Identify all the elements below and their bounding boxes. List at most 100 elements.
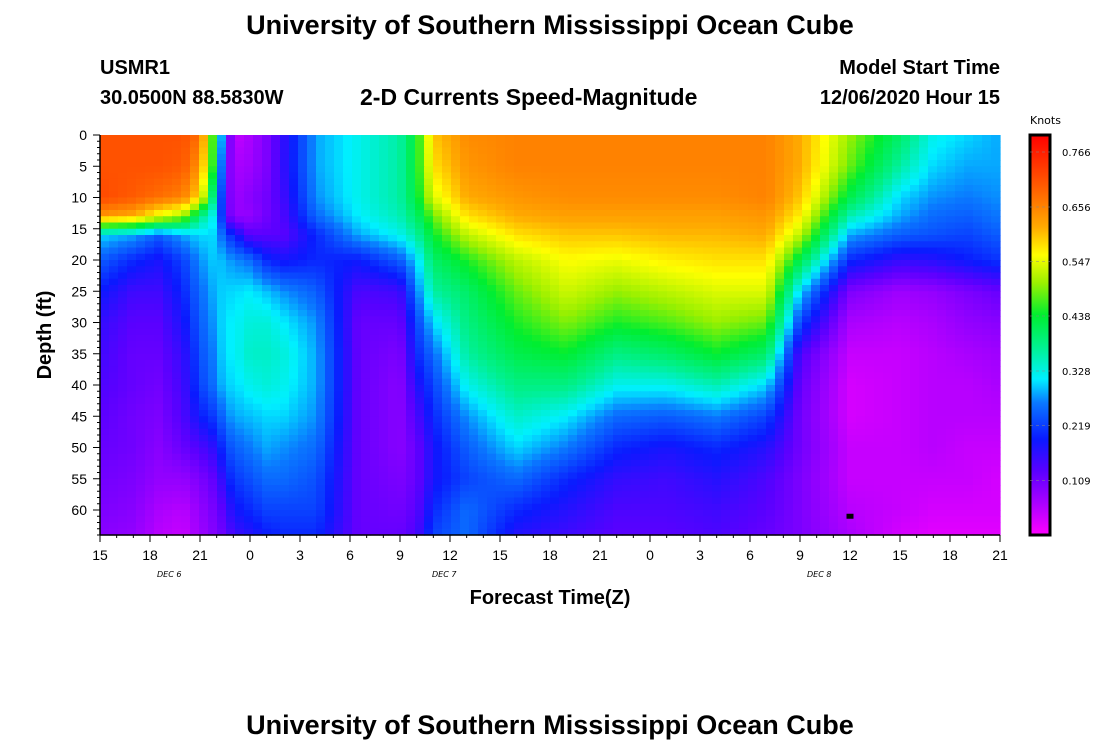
heatmap-cell	[145, 372, 155, 380]
heatmap-cell	[847, 422, 857, 430]
heatmap-cell	[937, 297, 947, 305]
heatmap-cell	[532, 372, 542, 380]
heatmap-cell	[226, 441, 236, 449]
heatmap-cell	[649, 316, 659, 324]
heatmap-cell	[415, 328, 425, 336]
heatmap-cell	[406, 397, 416, 405]
heatmap-cell	[640, 178, 650, 186]
heatmap-cell	[982, 403, 992, 411]
heatmap-cell	[982, 228, 992, 236]
heatmap-cell	[802, 360, 812, 367]
heatmap-cell	[496, 297, 506, 305]
heatmap-cell	[883, 291, 893, 299]
heatmap-cell	[649, 216, 659, 224]
heatmap-cell	[388, 285, 398, 292]
heatmap-cell	[946, 347, 956, 355]
heatmap-cell	[586, 410, 596, 417]
heatmap-cell	[892, 385, 902, 392]
heatmap-cell	[388, 228, 398, 236]
heatmap-cell	[478, 441, 488, 449]
heatmap-cell	[838, 391, 848, 399]
heatmap-cell	[730, 160, 740, 167]
heatmap-cell	[280, 247, 290, 255]
heatmap-cell	[649, 397, 659, 405]
heatmap-cell	[982, 353, 992, 361]
heatmap-cell	[451, 441, 461, 449]
heatmap-cell	[955, 410, 965, 417]
heatmap-cell	[136, 316, 146, 324]
heatmap-cell	[955, 341, 965, 349]
heatmap-cell	[640, 372, 650, 380]
heatmap-cell	[928, 197, 938, 205]
heatmap-cell	[982, 341, 992, 349]
heatmap-cell	[550, 428, 560, 436]
heatmap-cell	[514, 141, 524, 149]
heatmap-cell	[568, 366, 578, 374]
heatmap-cell	[784, 403, 794, 411]
heatmap-cell	[253, 303, 263, 311]
heatmap-cell	[343, 285, 353, 292]
heatmap-cell	[244, 322, 254, 330]
heatmap-cell	[604, 322, 614, 330]
heatmap-cell	[856, 303, 866, 311]
heatmap-cell	[199, 322, 209, 330]
heatmap-cell	[127, 185, 137, 192]
heatmap-cell	[712, 372, 722, 380]
heatmap-cell	[694, 141, 704, 149]
heatmap-cell	[136, 347, 146, 355]
heatmap-cell	[694, 197, 704, 205]
heatmap-cell	[316, 178, 326, 186]
heatmap-cell	[424, 335, 434, 342]
heatmap-cell	[541, 378, 551, 386]
heatmap-cell	[154, 166, 164, 174]
heatmap-cell	[370, 341, 380, 349]
heatmap-cell	[820, 297, 830, 305]
heatmap-cell	[478, 385, 488, 392]
heatmap-cell	[820, 291, 830, 299]
heatmap-cell	[361, 291, 371, 299]
heatmap-cell	[208, 210, 218, 217]
heatmap-cell	[838, 347, 848, 355]
heatmap-cell	[226, 247, 236, 255]
heatmap-cell	[883, 228, 893, 236]
heatmap-cell	[703, 435, 713, 442]
heatmap-cell	[622, 397, 632, 405]
heatmap-cell	[469, 241, 479, 249]
heatmap-cell	[928, 178, 938, 186]
heatmap-cell	[883, 366, 893, 374]
heatmap-cell	[487, 403, 497, 411]
heatmap-cell	[856, 310, 866, 317]
heatmap-cell	[298, 172, 308, 180]
heatmap-cell	[496, 322, 506, 330]
heatmap-cell	[460, 410, 470, 417]
heatmap-cell	[307, 278, 317, 286]
heatmap-cell	[955, 353, 965, 361]
heatmap-cell	[766, 135, 776, 142]
heatmap-cell	[163, 360, 173, 367]
heatmap-cell	[982, 172, 992, 180]
heatmap-cell	[226, 385, 236, 392]
heatmap-cell	[757, 135, 767, 142]
heatmap-cell	[757, 291, 767, 299]
heatmap-cell	[748, 378, 758, 386]
heatmap-cell	[298, 253, 308, 261]
heatmap-cell	[523, 172, 533, 180]
heatmap-cell	[955, 310, 965, 317]
heatmap-cell	[946, 166, 956, 174]
heatmap-cell	[631, 310, 641, 317]
heatmap-cell	[244, 222, 254, 230]
heatmap-cell	[649, 303, 659, 311]
heatmap-cell	[289, 397, 299, 405]
heatmap-cell	[667, 341, 677, 349]
heatmap-cell	[685, 347, 695, 355]
heatmap-cell	[478, 135, 488, 142]
heatmap-cell	[631, 285, 641, 292]
heatmap-cell	[469, 366, 479, 374]
heatmap-cell	[271, 335, 281, 342]
heatmap-cell	[235, 360, 245, 367]
heatmap-cell	[415, 397, 425, 405]
heatmap-cell	[712, 222, 722, 230]
heatmap-cell	[712, 272, 722, 280]
heatmap-cell	[514, 416, 524, 424]
heatmap-cell	[217, 328, 227, 336]
